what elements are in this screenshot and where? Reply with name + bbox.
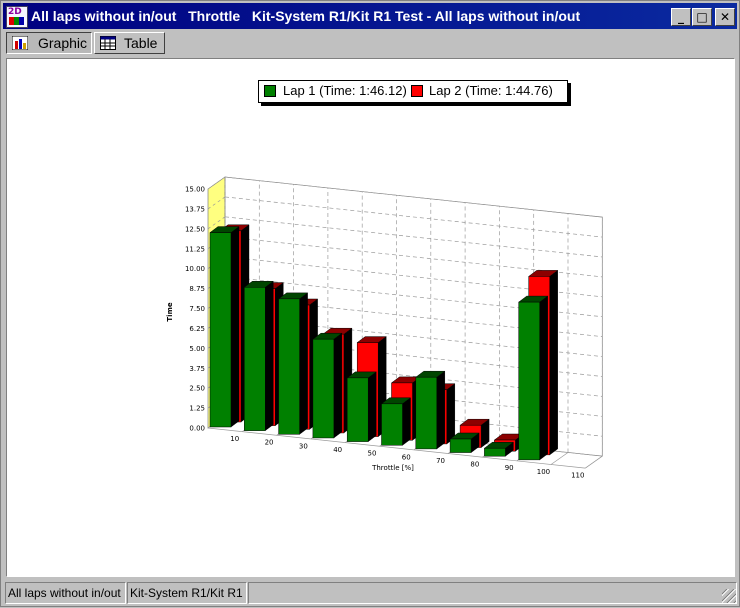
x-tick-label: 10	[230, 435, 239, 443]
x-tick-label: 30	[299, 442, 308, 450]
app-icon-label: 2D	[8, 7, 22, 17]
y-tick-label: 1.25	[189, 405, 205, 413]
bar-lap1-100	[517, 295, 549, 461]
bar-side	[368, 371, 377, 443]
y-gridline	[224, 176, 603, 218]
bar-lap1-10	[209, 226, 240, 428]
bar-front	[278, 298, 300, 435]
bar-lap1-90	[483, 441, 515, 457]
bar-lap1-60	[380, 397, 412, 446]
bar-lap1-50	[346, 371, 377, 443]
y-gridline	[224, 196, 603, 238]
maximize-button[interactable]: □	[692, 8, 712, 26]
bar-lap1-80	[449, 432, 480, 454]
tab-table[interactable]: Table	[94, 32, 165, 54]
bar-side	[436, 370, 445, 450]
bar-front	[209, 232, 232, 428]
table-icon	[100, 36, 116, 50]
y-tick-labels: 0.00 1.25 2.50 3.75 5.00 6.25 7.50 8.75 10.00 11.…	[185, 186, 205, 433]
y-tick-label: 15.00	[185, 186, 205, 194]
resize-grip[interactable]	[722, 589, 736, 603]
bar-side	[299, 292, 308, 435]
bar-side	[539, 295, 548, 461]
bar-lap1-40	[312, 332, 343, 439]
bar-front	[518, 301, 540, 461]
status-pane-3	[248, 582, 737, 604]
legend-label-lap1: Lap 1 (Time: 1:46.12)	[283, 83, 407, 98]
x-tick-label: 70	[436, 457, 445, 465]
bar-chart-icon	[12, 36, 28, 50]
bar-front	[484, 447, 506, 457]
x-tick-label: 40	[333, 446, 342, 454]
bar-lap1-70	[415, 370, 446, 450]
x-tick-label: 110	[571, 472, 584, 480]
bar-side	[446, 383, 455, 445]
app-icon-bars	[9, 17, 24, 25]
floor-line	[550, 452, 569, 465]
y-tick-label: 6.25	[189, 325, 205, 333]
tab-table-label: Table	[124, 35, 158, 51]
bar-side	[549, 269, 558, 456]
status-pane-2: Kit-System R1/Kit R1 Test - All laps wit…	[127, 582, 247, 604]
status-pane-1: All laps without in/out	[5, 582, 126, 604]
y-tick-label: 10.00	[185, 265, 205, 273]
bar-front	[312, 338, 335, 439]
y-tick-label: 7.50	[189, 305, 205, 313]
bar-side	[333, 332, 343, 439]
bar-front	[449, 438, 472, 453]
legend-swatch-lap1	[264, 85, 276, 97]
legend-swatch-lap2	[411, 85, 423, 97]
y-tick-label: 2.50	[189, 385, 205, 393]
bar-front	[381, 403, 403, 446]
y-axis-label: Time	[166, 302, 174, 321]
legend-label-lap2: Lap 2 (Time: 1:44.76)	[429, 83, 553, 98]
x-tick-label: 100	[537, 468, 550, 476]
bar-front	[244, 287, 266, 431]
x-axis-label: Throttle [%]	[371, 464, 414, 472]
title-bar[interactable]: 2D All laps without in/out Throttle Kit-…	[3, 3, 737, 29]
tab-graphic[interactable]: Graphic	[6, 32, 92, 54]
bar-lap1-20	[243, 280, 275, 432]
close-button[interactable]: ✕	[715, 8, 735, 26]
y-tick-label: 13.75	[185, 205, 205, 213]
tab-graphic-label: Graphic	[38, 35, 88, 51]
bar-side	[402, 397, 411, 446]
x-tick-label: 90	[505, 464, 514, 472]
chart-legend: Lap 1 (Time: 1:46.12) Lap 2 (Time: 1:44.…	[258, 80, 568, 103]
floor-front-edge	[207, 427, 586, 469]
y-tick-label: 12.50	[185, 225, 205, 233]
y-tick-label: 5.00	[189, 345, 205, 353]
app-icon[interactable]: 2D	[6, 6, 28, 28]
window-title: All laps without in/out Throttle Kit-Sys…	[31, 8, 581, 24]
x-tick-labels: 10 20 30 40 50 60 70 80 90 100 110	[230, 435, 584, 480]
bar-lap1-30	[277, 292, 309, 435]
bar-front	[415, 376, 438, 450]
y-tick-label: 3.75	[189, 365, 205, 373]
bar-side	[265, 280, 274, 432]
y-tick-label: 11.25	[185, 245, 205, 253]
y-gridline	[224, 216, 603, 258]
bar-side	[230, 226, 240, 428]
floor-right-edge	[585, 455, 603, 469]
graphic-panel	[6, 58, 735, 577]
x-tick-label: 20	[265, 439, 274, 447]
y-tick-label: 8.75	[189, 285, 205, 293]
bar-front	[346, 377, 369, 442]
y-tick-label: 0.00	[189, 425, 205, 433]
chart-bars	[209, 224, 559, 461]
x-tick-label: 60	[402, 453, 411, 461]
x-tick-label: 50	[367, 450, 376, 458]
minimize-button[interactable]: _	[671, 8, 691, 26]
x-tick-label: 80	[470, 461, 479, 469]
